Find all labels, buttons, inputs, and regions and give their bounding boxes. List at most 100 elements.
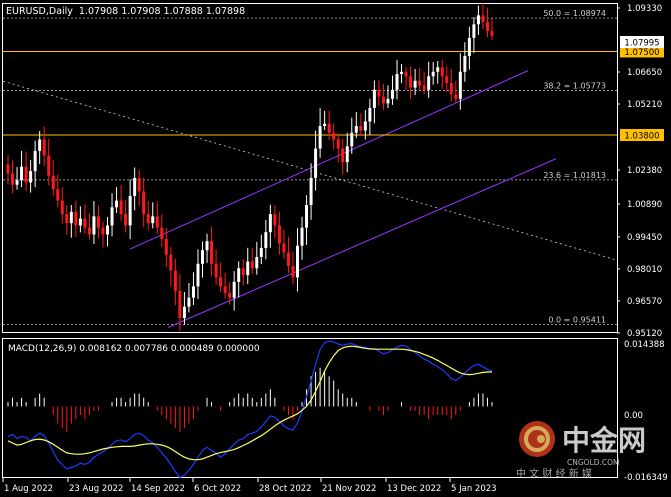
candle-body xyxy=(363,121,367,131)
candle-body xyxy=(182,306,186,318)
time-tick-label: 28 Oct 2022 xyxy=(259,484,312,493)
candle-body xyxy=(210,241,214,264)
time-tick-label: 14 Sep 2022 xyxy=(131,484,185,493)
candle-body xyxy=(142,191,146,215)
candle-body xyxy=(368,107,372,122)
ohlc-values: 1.07908 1.07908 1.07888 1.07898 xyxy=(79,6,245,17)
candle-body xyxy=(395,74,399,90)
candle-body xyxy=(286,252,290,267)
candle-body xyxy=(96,216,100,228)
candle-body xyxy=(386,98,390,104)
candle-body xyxy=(255,257,259,269)
channel-lower-line xyxy=(167,158,557,328)
candle-body xyxy=(29,171,33,183)
symbol-title: EURUSD,Daily xyxy=(6,6,73,17)
candle-body xyxy=(336,139,340,149)
candle-body xyxy=(372,89,376,108)
indicator-panel-frame xyxy=(2,338,618,478)
candle-body xyxy=(42,139,46,156)
candle-body xyxy=(15,180,19,185)
fib-level-label: 50.0 = 1.08974 xyxy=(543,9,606,18)
key-level-tag xyxy=(620,45,664,58)
candle-body xyxy=(445,76,449,84)
candle-body xyxy=(327,123,331,133)
time-tick-label: 23 Aug 2022 xyxy=(69,484,123,493)
time-tick-label: 5 Jan 2023 xyxy=(451,484,497,493)
macd-signal-line xyxy=(7,345,492,461)
key-level-label: 1.03800 xyxy=(624,132,659,142)
candle-body xyxy=(151,216,155,224)
candle-body xyxy=(476,15,480,25)
candle-body xyxy=(449,83,453,95)
time-tick-label: 13 Dec 2022 xyxy=(387,484,441,493)
price-tick-label: 0.95120 xyxy=(627,329,662,339)
fib-level-label: 38.2 = 1.05773 xyxy=(543,81,606,90)
candle-body xyxy=(146,214,150,224)
candle-body xyxy=(454,94,458,99)
candle-body xyxy=(422,85,426,90)
candle-body xyxy=(409,76,413,88)
candle-body xyxy=(481,15,485,23)
candle-body xyxy=(219,277,223,287)
fib-level-label: 0.0 = 0.95411 xyxy=(548,316,606,325)
candle-body xyxy=(201,250,205,264)
price-tick-label: 1.05210 xyxy=(627,100,662,110)
candle-body xyxy=(440,67,444,77)
candle-body xyxy=(133,177,137,197)
candle-body xyxy=(11,173,15,185)
candle-body xyxy=(6,164,10,174)
candle-body xyxy=(359,125,363,131)
candle-body xyxy=(214,263,218,278)
price-axis: 1.07995 1.09330 1.06650 1.05210 1.02380 1.008… xyxy=(617,4,668,483)
candle-body xyxy=(83,218,87,228)
candle-body xyxy=(101,227,105,235)
candle-body xyxy=(169,254,173,271)
candle-body xyxy=(323,123,327,126)
candle-body xyxy=(128,196,132,226)
candle-body xyxy=(250,261,254,269)
logo-dot-icon xyxy=(537,435,545,443)
candle-body xyxy=(191,286,195,298)
candle-body xyxy=(164,238,168,255)
trend-dashed-line xyxy=(2,80,618,261)
price-tick-label: 0.98010 xyxy=(627,265,662,275)
price-tick-label: 1.00890 xyxy=(627,200,662,210)
candle-body xyxy=(400,71,404,75)
candle-body xyxy=(268,214,272,233)
key-level-label: 1.07500 xyxy=(624,48,659,58)
watermark-logo-text: 中金网 xyxy=(562,424,646,457)
candle-body xyxy=(51,175,55,190)
candle-body xyxy=(300,227,304,246)
candle-body xyxy=(350,132,354,147)
price-tick-label: 1.09330 xyxy=(627,4,662,14)
candle-body xyxy=(277,225,281,244)
candles xyxy=(6,3,494,331)
candle-body xyxy=(259,247,263,258)
candle-body xyxy=(115,200,119,208)
candle-body xyxy=(273,214,277,226)
candle-body xyxy=(187,297,191,307)
candle-body xyxy=(160,227,164,239)
candle-body xyxy=(60,200,64,215)
candle-body xyxy=(65,214,69,224)
candle-body xyxy=(314,148,318,178)
macd-tick-label: 0.014388 xyxy=(624,340,665,350)
candle-body xyxy=(178,290,182,318)
candle-body xyxy=(246,261,250,276)
candle-body xyxy=(458,71,462,99)
candle-body xyxy=(47,155,51,176)
channel-upper-line xyxy=(129,70,529,250)
watermark-slogan: 中 文 财 经 新 媒 xyxy=(516,467,592,480)
candle-body xyxy=(354,125,358,133)
candle-body xyxy=(196,263,200,287)
candle-body xyxy=(33,150,37,172)
candle-body xyxy=(490,31,494,36)
key-level-tag xyxy=(620,129,664,142)
candle-body xyxy=(173,270,177,291)
candle-body xyxy=(92,216,96,235)
candle-body xyxy=(309,177,313,206)
logo-ring-icon xyxy=(524,426,550,452)
candle-body xyxy=(390,89,394,99)
